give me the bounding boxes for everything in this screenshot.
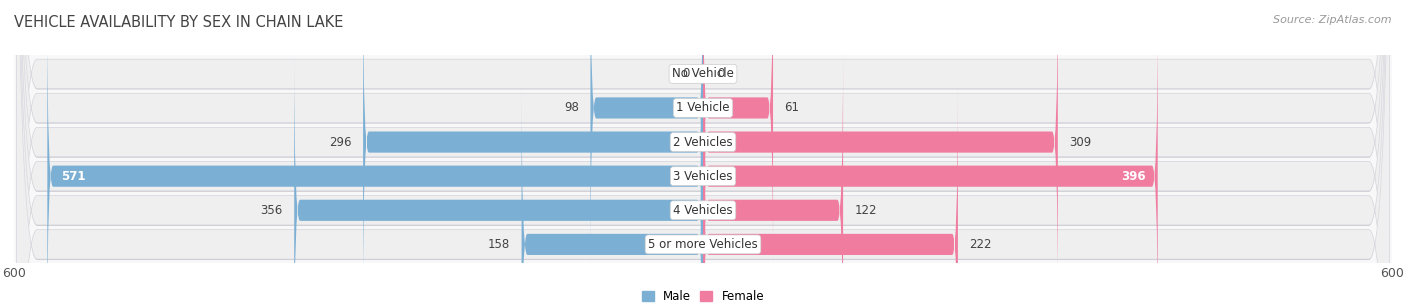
FancyBboxPatch shape [17,0,1389,306]
FancyBboxPatch shape [17,0,1389,306]
Text: 1 Vehicle: 1 Vehicle [676,102,730,114]
FancyBboxPatch shape [17,0,1389,306]
Text: 4 Vehicles: 4 Vehicles [673,204,733,217]
FancyBboxPatch shape [17,0,1389,306]
FancyBboxPatch shape [703,16,1157,306]
Text: 2 Vehicles: 2 Vehicles [673,136,733,149]
Legend: Male, Female: Male, Female [641,290,765,303]
FancyBboxPatch shape [17,0,1389,306]
Text: 122: 122 [855,204,877,217]
Text: 3 Vehicles: 3 Vehicles [673,170,733,183]
FancyBboxPatch shape [17,0,1389,306]
Text: 158: 158 [488,238,510,251]
Text: 222: 222 [969,238,991,251]
Text: 0: 0 [717,67,724,80]
FancyBboxPatch shape [522,84,703,306]
Text: 61: 61 [785,102,800,114]
Text: No Vehicle: No Vehicle [672,67,734,80]
FancyBboxPatch shape [17,0,1389,306]
Text: 356: 356 [260,204,283,217]
Text: 309: 309 [1070,136,1091,149]
Text: Source: ZipAtlas.com: Source: ZipAtlas.com [1274,15,1392,25]
FancyBboxPatch shape [48,16,703,306]
Text: 5 or more Vehicles: 5 or more Vehicles [648,238,758,251]
FancyBboxPatch shape [591,0,703,268]
FancyBboxPatch shape [703,50,844,306]
Text: 396: 396 [1122,170,1146,183]
FancyBboxPatch shape [17,0,1389,306]
Text: 98: 98 [564,102,579,114]
FancyBboxPatch shape [17,0,1389,306]
FancyBboxPatch shape [703,84,957,306]
FancyBboxPatch shape [703,0,773,268]
Text: VEHICLE AVAILABILITY BY SEX IN CHAIN LAKE: VEHICLE AVAILABILITY BY SEX IN CHAIN LAK… [14,15,343,30]
FancyBboxPatch shape [294,50,703,306]
FancyBboxPatch shape [17,0,1389,306]
FancyBboxPatch shape [363,0,703,302]
Text: 296: 296 [329,136,352,149]
FancyBboxPatch shape [703,0,1057,302]
Text: 0: 0 [682,67,689,80]
FancyBboxPatch shape [17,0,1389,306]
Text: 571: 571 [60,170,86,183]
FancyBboxPatch shape [17,0,1389,306]
